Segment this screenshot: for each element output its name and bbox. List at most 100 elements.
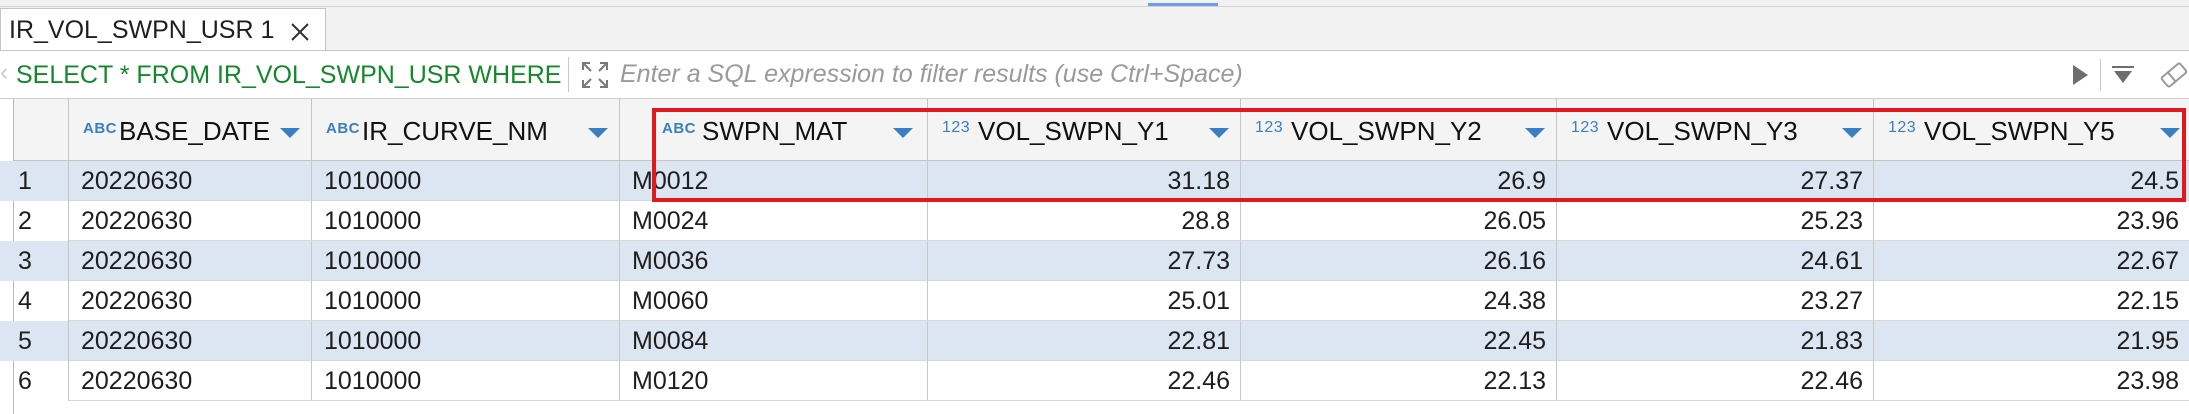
column-header-label: IR_CURVE_NM — [362, 116, 548, 146]
column-header-vol-swpn-y5[interactable]: 123 VOL_SWPN_Y5 — [1874, 99, 2189, 161]
column-header-label: VOL_SWPN_Y1 — [978, 116, 1169, 146]
sort-dropdown-icon[interactable] — [1208, 127, 1230, 139]
table-cell[interactable]: 27.37 — [1557, 161, 1874, 201]
grid-corner[interactable] — [14, 99, 69, 161]
table-cell[interactable]: 22.46 — [1557, 361, 1874, 401]
grid-header-row: ABC BASE_DATE ABC IR_CURVE_NM ABC SWPN_M… — [0, 99, 2189, 161]
table-cell[interactable]: 26.05 — [1241, 201, 1557, 241]
filter-divider-right — [2100, 59, 2101, 91]
row-number[interactable]: 2 — [14, 201, 69, 241]
text-type-icon: ABC — [326, 120, 360, 137]
table-row[interactable]: 1 20220630 1010000 M0012 31.18 26.9 27.3… — [0, 161, 2189, 201]
table-cell[interactable]: 1010000 — [312, 361, 620, 401]
row-number[interactable]: 4 — [14, 281, 69, 321]
table-cell[interactable]: 26.9 — [1241, 161, 1557, 201]
filter-history-icon[interactable] — [2110, 65, 2144, 87]
close-icon[interactable] — [289, 21, 311, 43]
column-header-swpn-mat[interactable]: ABC SWPN_MAT — [620, 99, 928, 161]
sort-dropdown-icon[interactable] — [1841, 127, 1863, 139]
table-cell[interactable]: 21.95 — [1874, 321, 2189, 361]
expand-icon[interactable] — [580, 60, 610, 90]
table-cell[interactable]: 22.13 — [1241, 361, 1557, 401]
table-cell[interactable]: 25.01 — [928, 281, 1241, 321]
apply-filter-icon[interactable] — [2070, 63, 2090, 87]
column-header-vol-swpn-y2[interactable]: 123 VOL_SWPN_Y2 — [1241, 99, 1557, 161]
table-cell[interactable]: 24.5 — [1874, 161, 2189, 201]
table-cell[interactable]: 1010000 — [312, 281, 620, 321]
table-cell[interactable]: 23.98 — [1874, 361, 2189, 401]
table-cell[interactable]: 1010000 — [312, 201, 620, 241]
table-cell[interactable]: 21.83 — [1557, 321, 1874, 361]
table-cell[interactable]: 20220630 — [69, 321, 312, 361]
column-header-vol-swpn-y1[interactable]: 123 VOL_SWPN_Y1 — [928, 99, 1241, 161]
number-type-icon: 123 — [942, 119, 971, 136]
column-header-label: BASE_DATE — [119, 116, 271, 146]
row-number[interactable]: 5 — [14, 321, 69, 361]
column-header-base-date[interactable]: ABC BASE_DATE — [69, 99, 312, 161]
table-cell[interactable]: 31.18 — [928, 161, 1241, 201]
text-type-icon: ABC — [662, 120, 696, 137]
table-cell[interactable]: M0024 — [620, 201, 928, 241]
filter-divider — [568, 57, 569, 92]
table-cell[interactable]: M0012 — [620, 161, 928, 201]
tab-ir-vol-swpn-usr[interactable]: IR_VOL_SWPN_USR 1 — [0, 8, 326, 50]
table-row[interactable]: 3 20220630 1010000 M0036 27.73 26.16 24.… — [0, 241, 2189, 281]
sort-dropdown-icon[interactable] — [279, 127, 301, 139]
table-cell[interactable]: 28.8 — [928, 201, 1241, 241]
results-grid: ABC BASE_DATE ABC IR_CURVE_NM ABC SWPN_M… — [0, 99, 2189, 414]
column-header-vol-swpn-y3[interactable]: 123 VOL_SWPN_Y3 — [1557, 99, 1874, 161]
top-toolbar-indicator — [1148, 0, 1218, 6]
table-cell[interactable]: M0036 — [620, 241, 928, 281]
eraser-icon[interactable] — [2158, 59, 2189, 91]
sort-dropdown-icon[interactable] — [1524, 127, 1546, 139]
table-cell[interactable]: 25.23 — [1557, 201, 1874, 241]
sort-dropdown-icon[interactable] — [2159, 127, 2181, 139]
table-row[interactable]: 2 20220630 1010000 M0024 28.8 26.05 25.2… — [0, 201, 2189, 241]
filter-bar: ‹ SELECT * FROM IR_VOL_SWPN_USR WHERE — [0, 51, 2189, 99]
row-number[interactable]: 6 — [14, 361, 69, 401]
table-cell[interactable]: 26.16 — [1241, 241, 1557, 281]
table-cell[interactable]: 23.27 — [1557, 281, 1874, 321]
sql-query-prefix: SELECT * FROM IR_VOL_SWPN_USR WHERE — [16, 61, 562, 89]
sort-dropdown-icon[interactable] — [892, 127, 914, 139]
table-cell[interactable]: 22.46 — [928, 361, 1241, 401]
table-cell[interactable]: M0060 — [620, 281, 928, 321]
row-number[interactable]: 1 — [14, 161, 69, 201]
column-header-ir-curve-nm[interactable]: ABC IR_CURVE_NM — [312, 99, 620, 161]
filter-gutter-mark: ‹ — [0, 58, 9, 86]
filter-expression-input[interactable] — [620, 55, 2050, 93]
number-type-icon: 123 — [1255, 119, 1284, 136]
editor-tab-strip: IR_VOL_SWPN_USR 1 — [0, 0, 2189, 51]
number-type-icon: 123 — [1888, 119, 1917, 136]
table-cell[interactable]: 1010000 — [312, 321, 620, 361]
sort-dropdown-icon[interactable] — [587, 127, 609, 139]
row-number[interactable]: 3 — [14, 241, 69, 281]
text-type-icon: ABC — [83, 120, 117, 137]
table-cell[interactable]: 1010000 — [312, 161, 620, 201]
table-cell[interactable]: 20220630 — [69, 281, 312, 321]
table-cell[interactable]: 24.38 — [1241, 281, 1557, 321]
window-top-divider — [0, 6, 2189, 7]
table-cell[interactable]: 23.96 — [1874, 201, 2189, 241]
table-cell[interactable]: 22.45 — [1241, 321, 1557, 361]
table-cell[interactable]: M0084 — [620, 321, 928, 361]
table-cell[interactable]: M0120 — [620, 361, 928, 401]
table-cell[interactable]: 27.73 — [928, 241, 1241, 281]
column-header-label: VOL_SWPN_Y3 — [1607, 116, 1798, 146]
table-cell[interactable]: 20220630 — [69, 361, 312, 401]
tab-label: IR_VOL_SWPN_USR 1 — [9, 16, 275, 44]
table-cell[interactable]: 20220630 — [69, 161, 312, 201]
table-row[interactable]: 4 20220630 1010000 M0060 25.01 24.38 23.… — [0, 281, 2189, 321]
table-row[interactable]: 5 20220630 1010000 M0084 22.81 22.45 21.… — [0, 321, 2189, 361]
table-cell[interactable]: 22.15 — [1874, 281, 2189, 321]
table-cell[interactable]: 22.67 — [1874, 241, 2189, 281]
column-header-label: VOL_SWPN_Y5 — [1924, 116, 2115, 146]
table-cell[interactable]: 20220630 — [69, 201, 312, 241]
table-row[interactable]: 6 20220630 1010000 M0120 22.46 22.13 22.… — [0, 361, 2189, 401]
table-cell[interactable]: 22.81 — [928, 321, 1241, 361]
table-cell[interactable]: 20220630 — [69, 241, 312, 281]
number-type-icon: 123 — [1571, 119, 1600, 136]
table-cell[interactable]: 1010000 — [312, 241, 620, 281]
table-cell[interactable]: 24.61 — [1557, 241, 1874, 281]
column-header-label: SWPN_MAT — [702, 116, 848, 146]
